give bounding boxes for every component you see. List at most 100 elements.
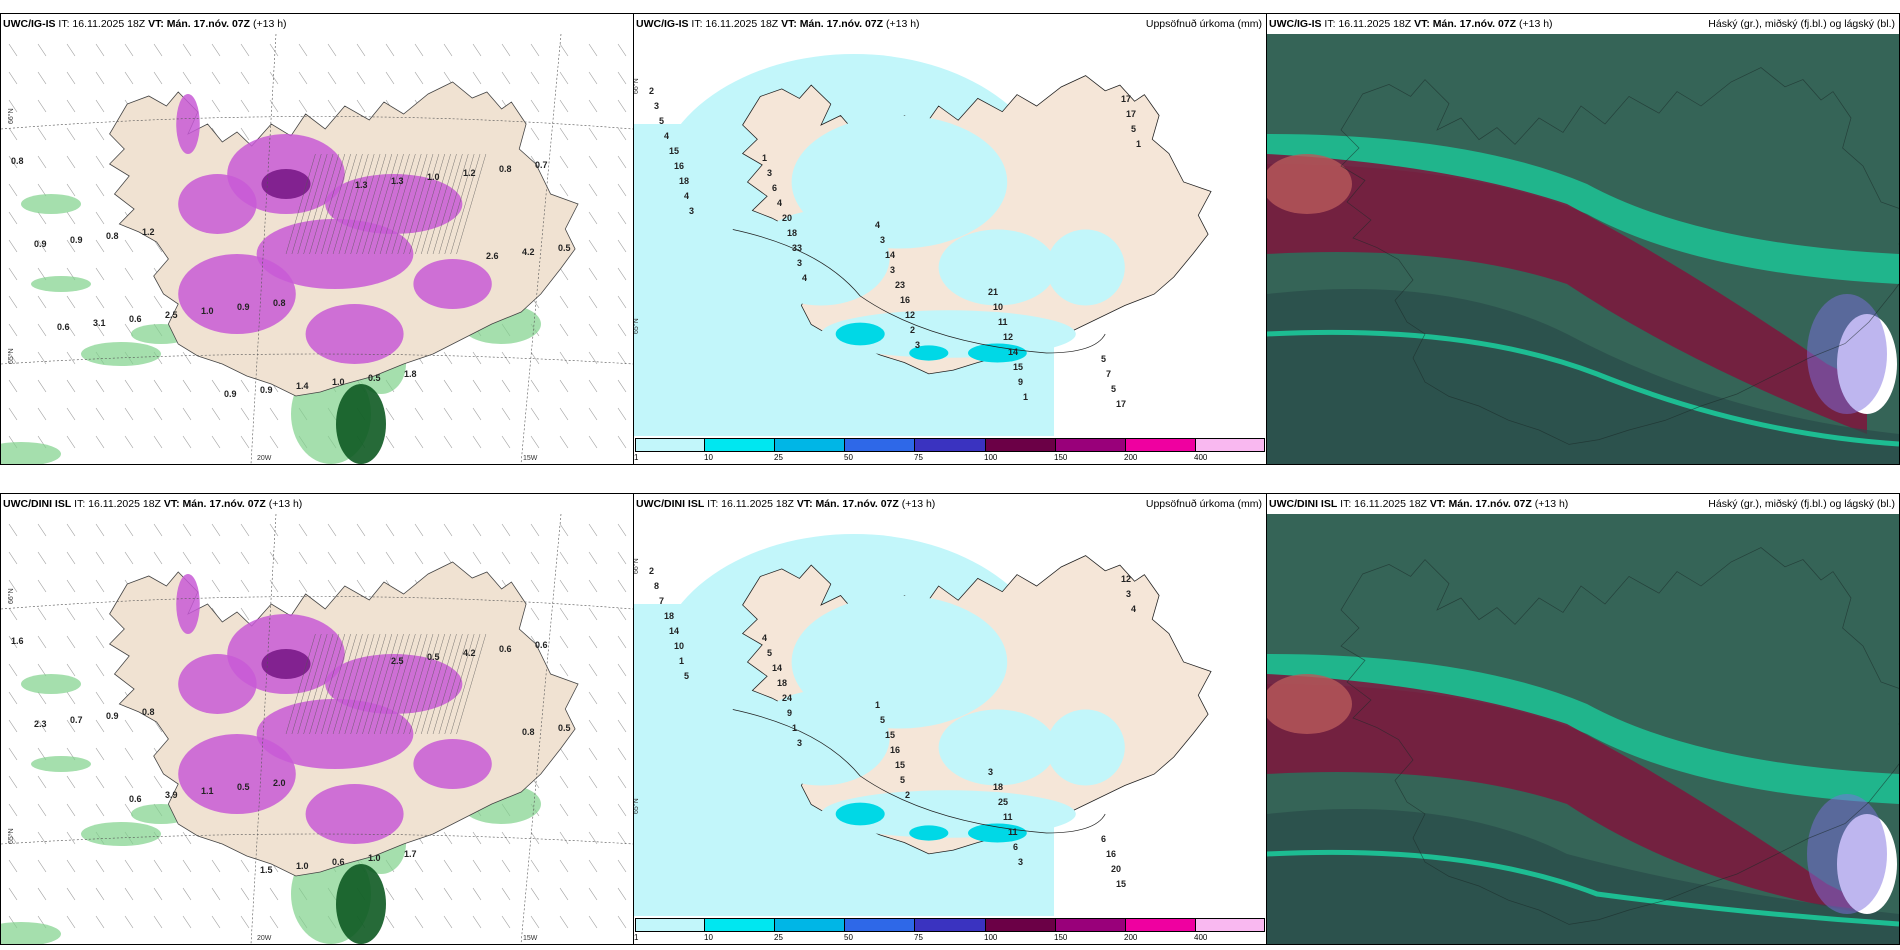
wind-barb xyxy=(211,71,221,85)
wind-barb xyxy=(95,211,105,225)
wind-barb xyxy=(414,859,424,873)
wind-barb xyxy=(124,407,134,421)
hatch xyxy=(291,153,322,255)
wind-barb xyxy=(66,859,76,873)
colorbar-swatch xyxy=(915,438,986,452)
hatch xyxy=(444,633,475,735)
hatch xyxy=(415,153,445,255)
wind-barb xyxy=(588,211,598,225)
precip-area xyxy=(305,304,404,364)
precip-value: 11 xyxy=(1008,827,1018,837)
precip-value: 5 xyxy=(880,715,885,725)
wind-barb xyxy=(66,351,76,365)
precip-value: 18 xyxy=(664,611,674,621)
wind-barb xyxy=(37,323,47,337)
wind-barb xyxy=(66,691,76,705)
hatch xyxy=(356,153,387,255)
wind-barb xyxy=(530,831,540,845)
precip-area xyxy=(21,674,81,694)
wind-barb xyxy=(37,155,47,169)
hatch xyxy=(321,633,351,735)
wind-barb xyxy=(559,831,569,845)
precip-area xyxy=(1046,229,1125,306)
wind-barb xyxy=(588,859,598,873)
colorbar-label: 150 xyxy=(1054,453,1068,462)
wind-barb xyxy=(211,407,221,421)
precip-value: 9 xyxy=(787,708,792,718)
colorbar-label: 1 xyxy=(634,933,639,942)
precip-value: 10 xyxy=(674,641,684,651)
wind-barb xyxy=(153,435,163,449)
wind-barb xyxy=(124,71,134,85)
precip-value: 1.0 xyxy=(427,172,440,182)
wind-barb xyxy=(385,435,395,449)
wind-barb xyxy=(443,407,453,421)
precip-value: 1.3 xyxy=(355,180,368,190)
wind-barb xyxy=(95,803,105,817)
wind-barb xyxy=(240,71,250,85)
wind-barb xyxy=(443,379,453,393)
wind-barb xyxy=(66,915,76,929)
hatch xyxy=(350,633,381,735)
precip-value: 4 xyxy=(664,131,669,141)
wind-barb xyxy=(559,607,569,621)
wind-barb xyxy=(8,523,18,537)
wind-barb xyxy=(501,351,511,365)
precip-area xyxy=(178,734,296,814)
wind-barb xyxy=(66,71,76,85)
colorbar-swatch xyxy=(1125,918,1196,932)
wind-barb xyxy=(8,127,18,141)
precip-value: 12 xyxy=(905,310,915,320)
wind-barb xyxy=(617,831,627,845)
precip-area xyxy=(81,342,161,366)
wind-barb xyxy=(472,407,482,421)
wind-barb xyxy=(8,579,18,593)
wind-barb xyxy=(182,435,192,449)
wind-barb xyxy=(559,323,569,337)
precip-value: 1 xyxy=(1136,139,1141,149)
wind-barb xyxy=(153,523,163,537)
wind-barb xyxy=(617,295,627,309)
colorbar-label: 25 xyxy=(774,453,783,462)
wind-barb xyxy=(559,407,569,421)
precip-value: 4 xyxy=(802,273,807,283)
wind-barb xyxy=(66,635,76,649)
precip-value: 1.1 xyxy=(201,786,214,796)
precip-area xyxy=(81,822,161,846)
precip-value: 0.9 xyxy=(260,385,273,395)
precip-value: 4 xyxy=(762,633,767,643)
cloud-cover-map xyxy=(1267,514,1899,944)
wind-barb xyxy=(8,183,18,197)
precip-value: 1.6 xyxy=(11,636,24,646)
wind-barb xyxy=(66,127,76,141)
wind-barb xyxy=(530,99,540,113)
precip-value: 1.3 xyxy=(391,176,404,186)
precip-wind-map: 66°N 65°N 20W 15W 0.8 1.2 0.8 1.8 0.7 0.8 0.9 0.5 0.… xyxy=(1,34,633,464)
latitude-line xyxy=(1,833,633,845)
wind-barb xyxy=(588,747,598,761)
latitude-line xyxy=(1,353,633,365)
wind-barb xyxy=(37,43,47,57)
wind-barb xyxy=(588,435,598,449)
wind-barb xyxy=(153,379,163,393)
cloud-area xyxy=(1267,674,1352,734)
wind-barb xyxy=(8,351,18,365)
wind-barb xyxy=(37,607,47,621)
precip-value: 4 xyxy=(1131,604,1136,614)
colorbar-label: 75 xyxy=(914,453,923,462)
wind-barb xyxy=(443,523,453,537)
precip-value: 18 xyxy=(787,228,797,238)
wind-barb xyxy=(37,99,47,113)
precip-area xyxy=(1,922,61,944)
wind-barb xyxy=(211,379,221,393)
wind-barb xyxy=(153,775,163,789)
wind-barb xyxy=(66,379,76,393)
wind-barb xyxy=(385,523,395,537)
wind-barb xyxy=(559,379,569,393)
wind-barb xyxy=(95,43,105,57)
wind-barb xyxy=(66,607,76,621)
wind-barb xyxy=(588,407,598,421)
wind-barb xyxy=(559,579,569,593)
lat-label: 65°N xyxy=(7,348,15,364)
wind-barb xyxy=(443,435,453,449)
